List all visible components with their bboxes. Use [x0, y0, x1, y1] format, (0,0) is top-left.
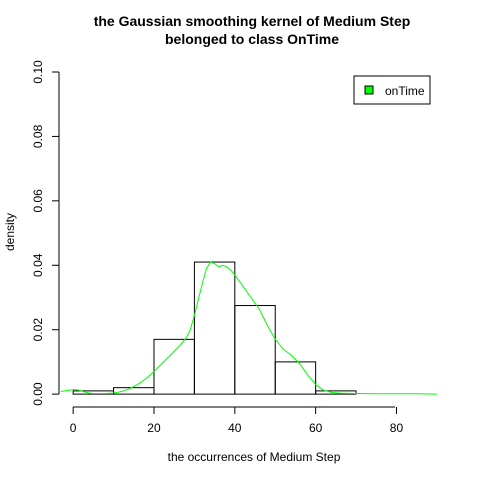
- histogram-bar: [234, 305, 276, 395]
- density-curve-ontime: [60, 261, 437, 395]
- y-tick-label: 0.10: [31, 60, 45, 84]
- y-tick-label: 0.08: [31, 124, 45, 148]
- x-tick-label: 80: [390, 421, 404, 435]
- density-curve-group: [60, 261, 437, 395]
- y-axis-title: density: [3, 213, 17, 251]
- legend-swatch: [364, 85, 374, 95]
- legend-label-ontime: onTime: [385, 84, 425, 98]
- y-tick-label: 0.00: [31, 382, 45, 406]
- chart-title-line-1: the Gaussian smoothing kernel of Medium …: [94, 13, 411, 29]
- x-tick-label: 60: [309, 421, 323, 435]
- y-tick-label: 0.02: [31, 318, 45, 342]
- y-tick-label: 0.06: [31, 189, 45, 213]
- y-tick-label: 0.04: [31, 253, 45, 277]
- y-axis: 0.00 0.02 0.04 0.06 0.08 0.10: [31, 60, 60, 406]
- x-axis: 0 20 40 60 80: [70, 406, 404, 435]
- histogram-bar: [153, 338, 195, 395]
- histogram-bar: [113, 387, 155, 395]
- x-tick-label: 20: [147, 421, 161, 435]
- histogram-bar: [274, 361, 317, 395]
- legend: onTime: [353, 75, 431, 105]
- histogram-bar: [193, 261, 236, 395]
- x-tick-label: 0: [70, 421, 77, 435]
- histogram-bars: [72, 261, 357, 395]
- chart-title-line-2: belonged to class OnTime: [165, 31, 339, 47]
- x-tick-label: 40: [228, 421, 242, 435]
- x-axis-title: the occurrences of Medium Step: [168, 450, 341, 464]
- histogram-bar: [315, 390, 357, 395]
